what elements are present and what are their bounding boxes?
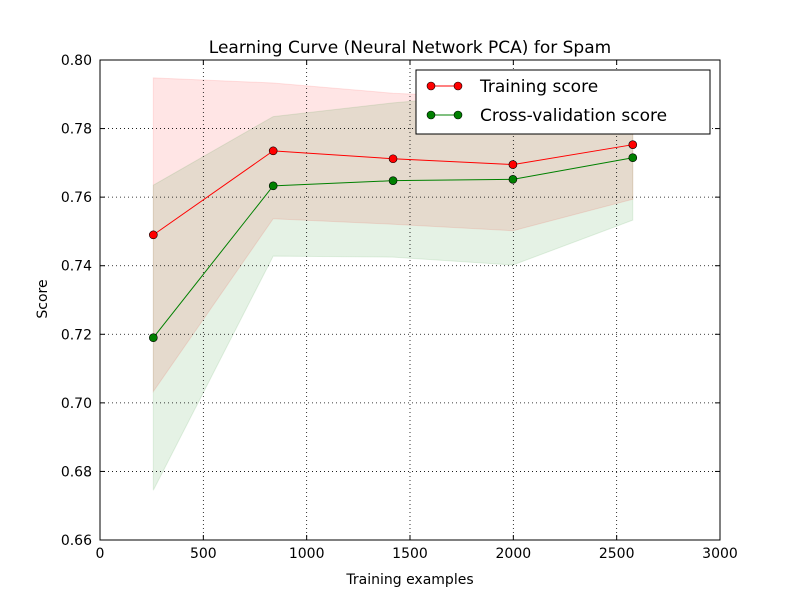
training-score-point xyxy=(628,140,638,149)
training-score-point xyxy=(268,146,278,156)
y-tick-label: 0.70 xyxy=(61,396,92,412)
x-tick-label: 2500 xyxy=(599,546,635,562)
y-tick-label: 0.74 xyxy=(61,259,92,275)
cv-score-point xyxy=(268,181,278,191)
y-tick-label: 0.66 xyxy=(61,533,92,549)
x-axis-label: Training examples xyxy=(345,572,473,588)
x-tick-label: 1000 xyxy=(289,546,325,562)
y-axis-label: Score xyxy=(35,279,51,318)
legend: Training score Cross-validation score xyxy=(415,69,711,135)
legend-marker-cv xyxy=(426,110,436,120)
y-tick-label: 0.68 xyxy=(61,464,92,480)
legend-marker-training xyxy=(453,81,463,91)
legend-box xyxy=(415,69,711,135)
training-score-band xyxy=(152,77,634,394)
training-score-point xyxy=(508,160,518,169)
y-tick-label: 0.76 xyxy=(61,190,92,206)
confidence-bands xyxy=(152,77,634,491)
cv-score-band xyxy=(152,92,634,491)
x-tick-label: 500 xyxy=(190,546,217,562)
cv-score-point xyxy=(628,153,638,163)
x-tick-label: 0 xyxy=(96,546,105,562)
training-score-point xyxy=(149,230,158,240)
x-tick-label: 1500 xyxy=(392,546,428,562)
cv-score-point xyxy=(388,176,398,185)
axis-ticks: 0 500 1000 1500 2000 2500 3000 0.66 0.68 0.70 0.72… xyxy=(61,53,738,562)
y-tick-label: 0.72 xyxy=(61,327,92,343)
cv-score-point xyxy=(149,333,158,343)
training-score-point xyxy=(388,154,398,164)
y-tick-label: 0.80 xyxy=(61,53,92,69)
series-markers xyxy=(149,140,638,343)
chart-title: Learning Curve (Neural Network PCA) for … xyxy=(209,38,611,58)
x-tick-label: 3000 xyxy=(702,546,738,562)
x-tick-label: 2000 xyxy=(496,546,532,562)
y-tick-label: 0.78 xyxy=(61,122,92,138)
cv-score-point xyxy=(508,175,518,184)
legend-label-training: Training score xyxy=(479,77,598,97)
legend-marker-cv xyxy=(453,110,463,120)
legend-marker-training xyxy=(426,81,436,91)
legend-label-cv: Cross-validation score xyxy=(480,106,667,126)
